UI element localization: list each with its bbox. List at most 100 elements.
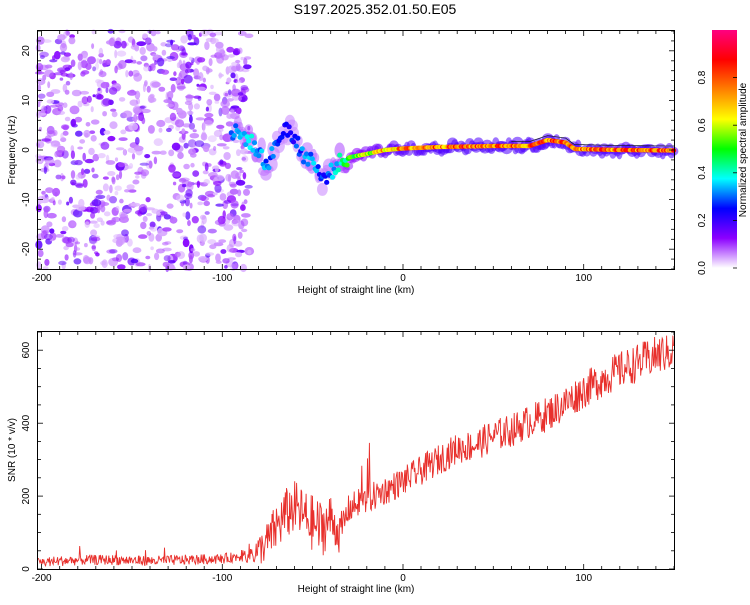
noise-blob <box>176 82 186 91</box>
noise-blob <box>101 259 108 269</box>
noise-blob <box>147 94 155 104</box>
noise-blob <box>213 146 217 151</box>
noise-blob <box>156 57 165 67</box>
noise-blob <box>66 201 70 206</box>
noise-blob <box>80 71 86 77</box>
noise-blob <box>166 266 176 270</box>
noise-blob <box>123 149 127 156</box>
noise-blob <box>226 46 235 53</box>
noise-blob <box>68 36 76 45</box>
noise-blob <box>83 168 91 174</box>
noise-blob <box>120 129 127 135</box>
noise-blob <box>179 51 188 58</box>
noise-blob <box>96 58 100 64</box>
noise-blob <box>187 220 191 227</box>
noise-blob <box>64 254 69 261</box>
noise-blob <box>95 189 103 195</box>
noise-blob <box>60 137 67 143</box>
noise-blob <box>183 142 189 149</box>
signal-cell <box>293 143 299 149</box>
noise-blob <box>235 251 243 258</box>
noise-blob <box>191 216 199 224</box>
noise-blob <box>202 77 206 83</box>
noise-blob <box>134 171 143 175</box>
noise-blob <box>145 255 151 260</box>
spectrogram-signal <box>228 114 679 196</box>
noise-blob <box>87 56 96 65</box>
noise-blob <box>44 233 53 241</box>
noise-blob <box>194 140 205 148</box>
noise-blob <box>181 48 187 56</box>
noise-blob <box>215 253 221 262</box>
noise-blob <box>116 63 123 70</box>
noise-blob <box>206 99 213 106</box>
noise-blob <box>131 69 140 77</box>
noise-blob <box>182 123 192 128</box>
signal-cell <box>329 174 336 180</box>
noise-blob <box>139 162 149 166</box>
noise-blob <box>70 170 76 179</box>
noise-blob <box>46 212 57 219</box>
noise-blob <box>243 199 248 205</box>
signal-cell <box>231 133 237 138</box>
noise-blob <box>212 192 218 196</box>
noise-blob <box>200 195 206 202</box>
noise-blob <box>243 56 252 60</box>
noise-blob <box>142 33 148 39</box>
noise-blob <box>147 263 152 273</box>
noise-blob <box>196 83 200 87</box>
noise-blob <box>62 83 68 93</box>
noise-blob <box>239 148 249 155</box>
signal-cell <box>290 139 297 145</box>
noise-blob <box>222 146 230 150</box>
noise-blob <box>212 38 219 44</box>
noise-blob <box>162 227 172 232</box>
noise-blob <box>49 104 59 108</box>
noise-blob <box>82 179 88 188</box>
noise-blob <box>214 100 220 104</box>
noise-blob <box>153 138 163 147</box>
noise-blob <box>153 156 158 165</box>
noise-blob <box>35 44 41 52</box>
noise-blob <box>192 251 200 257</box>
noise-blob <box>60 40 67 49</box>
noise-blob <box>198 72 204 81</box>
noise-blob <box>116 236 126 246</box>
noise-blob <box>102 98 112 106</box>
noise-blob <box>103 130 111 135</box>
noise-blob <box>64 116 71 122</box>
noise-blob <box>133 145 144 152</box>
noise-blob <box>227 54 235 58</box>
noise-blob <box>130 44 139 50</box>
noise-blob <box>193 95 202 99</box>
noise-blob <box>85 122 91 127</box>
noise-blob <box>125 70 129 78</box>
noise-blob <box>37 93 46 99</box>
signal-cell <box>286 124 292 130</box>
noise-blob <box>162 261 170 268</box>
noise-blob <box>182 260 188 266</box>
noise-blob <box>216 124 225 129</box>
noise-blob <box>59 43 68 52</box>
signal-halo <box>334 142 345 159</box>
noise-blob <box>62 125 69 131</box>
spectrogram-y-label: Frequency (Hz) <box>7 116 18 185</box>
noise-blob <box>162 241 169 246</box>
signal-cell <box>266 165 272 171</box>
signal-cell <box>301 159 307 165</box>
noise-blob <box>166 103 175 108</box>
signal-cell <box>256 153 262 159</box>
noise-blob <box>54 50 61 60</box>
noise-blob <box>182 183 187 188</box>
noise-blob <box>128 70 134 77</box>
noise-blob <box>39 55 45 59</box>
noise-blob <box>86 95 92 103</box>
noise-blob <box>103 211 111 217</box>
noise-blob <box>114 157 119 162</box>
noise-blob <box>135 137 140 145</box>
noise-blob <box>151 150 162 155</box>
colorbar-tick-label: 0.8 <box>697 70 708 84</box>
noise-blob <box>96 204 101 214</box>
